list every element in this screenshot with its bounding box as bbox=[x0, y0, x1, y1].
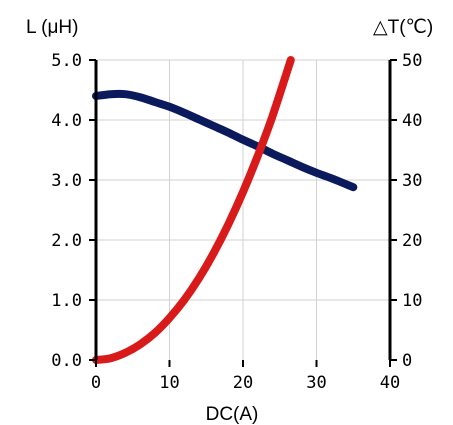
left-tick-label: 1.0 bbox=[51, 291, 82, 311]
right-tick-label: 0 bbox=[402, 351, 412, 371]
right-tick-label: 20 bbox=[402, 231, 422, 251]
left-tick-label: 5.0 bbox=[51, 51, 82, 71]
right-tick-label: 10 bbox=[402, 291, 422, 311]
axes bbox=[94, 60, 392, 360]
inductance-line bbox=[92, 89, 358, 192]
right-axis-title: △T(℃) bbox=[373, 17, 433, 38]
left-tick-label: 0.0 bbox=[51, 351, 82, 371]
x-axis-title: DC(A) bbox=[206, 404, 259, 425]
right-tick-label: 30 bbox=[402, 171, 422, 191]
x-tick-label: 40 bbox=[380, 373, 400, 393]
left-tick-label: 2.0 bbox=[51, 231, 82, 251]
right-tick-label: 50 bbox=[402, 51, 422, 71]
series-layer bbox=[92, 56, 358, 364]
x-tick-label: 0 bbox=[91, 373, 101, 393]
x-tick-label: 30 bbox=[306, 373, 326, 393]
grid bbox=[96, 59, 390, 360]
x-tick-label: 10 bbox=[159, 373, 179, 393]
left-tick-label: 4.0 bbox=[51, 111, 82, 131]
left-axis-title: L (μH) bbox=[26, 17, 78, 38]
right-tick-label: 40 bbox=[402, 111, 422, 131]
x-tick-label: 20 bbox=[233, 373, 253, 393]
left-tick-label: 3.0 bbox=[51, 171, 82, 191]
ticks: 0 10 20 30 40 0.0 1.0 2.0 3.0 4.0 5.0 0 10 20 30 40 50 bbox=[51, 51, 422, 393]
temperature-rise-line bbox=[92, 56, 295, 364]
